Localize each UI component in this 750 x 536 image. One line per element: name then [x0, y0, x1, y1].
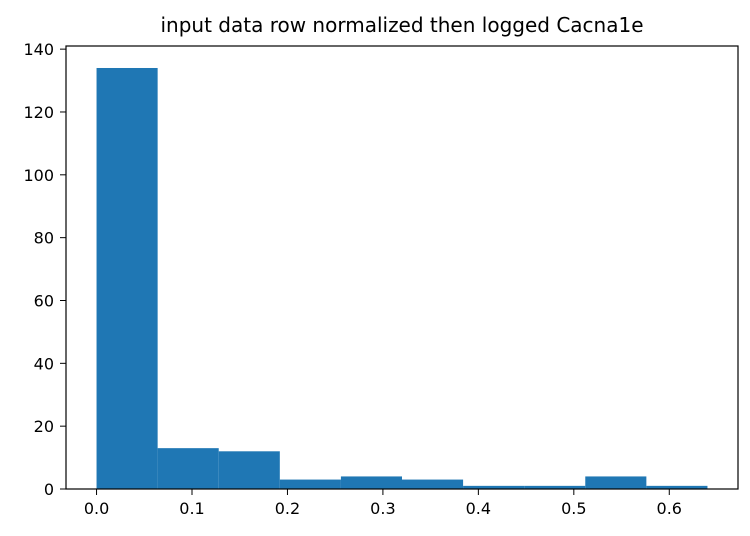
y-tick-label-2: 40	[34, 354, 54, 373]
y-tick-label-0: 0	[44, 480, 54, 499]
x-tick-label-3: 0.3	[370, 499, 395, 518]
histogram-bar-9	[646, 485, 708, 489]
x-tick-label-4: 0.4	[466, 499, 491, 518]
histogram-bar-6	[463, 485, 525, 489]
histogram-bar-5	[402, 479, 464, 489]
x-tick-label-2: 0.2	[275, 499, 300, 518]
histogram-bar-3	[279, 479, 341, 489]
x-tick-label-0: 0.0	[84, 499, 109, 518]
histogram-bar-8	[585, 476, 647, 489]
histogram-bar-7	[524, 485, 586, 489]
x-tick-label-1: 0.1	[179, 499, 204, 518]
y-ticks-group: 0 20 40 60 80 100 120 140	[23, 40, 66, 499]
y-tick-label-6: 120	[23, 103, 54, 122]
x-tick-label-6: 0.6	[657, 499, 682, 518]
y-tick-label-1: 20	[34, 417, 54, 436]
y-tick-label-7: 140	[23, 40, 54, 59]
histogram-bar-0	[96, 67, 158, 489]
y-tick-label-4: 80	[34, 229, 54, 248]
x-tick-label-5: 0.5	[561, 499, 586, 518]
plot-frame	[65, 45, 739, 490]
histogram-bar-4	[340, 476, 402, 489]
bars-group	[96, 67, 708, 489]
y-tick-label-3: 60	[34, 291, 54, 310]
chart-title: input data row normalized then logged Ca…	[160, 13, 643, 37]
histogram-bar-2	[218, 451, 280, 489]
histogram-bar-1	[157, 448, 219, 489]
y-tick-label-5: 100	[23, 166, 54, 185]
x-ticks-group: 0.0 0.1 0.2 0.3 0.4 0.5 0.6	[84, 489, 682, 518]
